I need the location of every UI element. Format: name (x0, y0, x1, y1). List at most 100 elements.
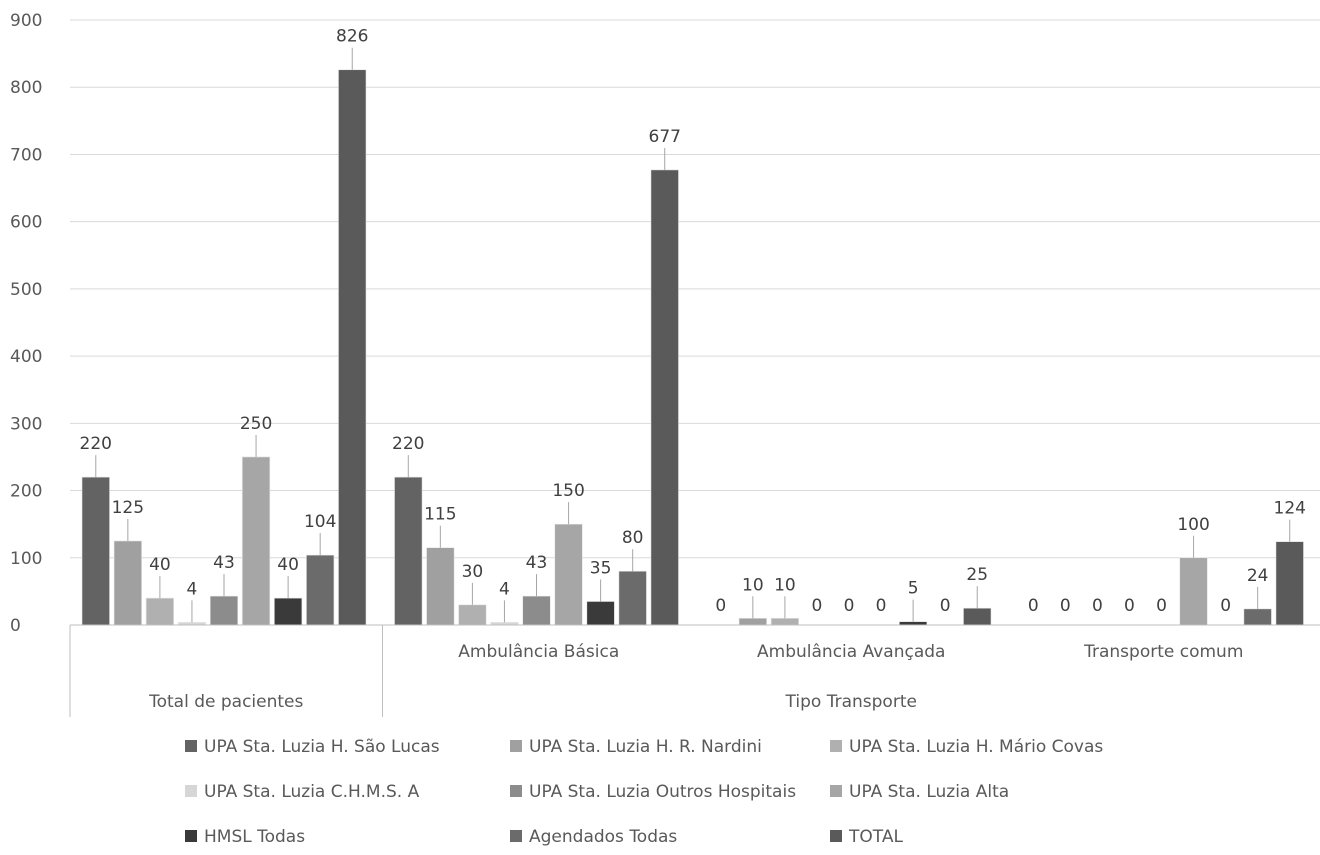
data-label: 25 (966, 565, 988, 585)
legend-label: UPA Sta. Luzia H. R. Nardini (529, 737, 762, 757)
bar (458, 604, 487, 626)
data-label: 10 (742, 575, 764, 595)
legend-swatch (510, 830, 522, 842)
legend-item: UPA Sta. Luzia C.H.M.S. A (185, 782, 420, 802)
data-label: 4 (187, 579, 198, 599)
legend-item: UPA Sta. Luzia Outros Hospitais (510, 782, 796, 802)
legend-swatch (830, 740, 842, 752)
data-label: 220 (80, 434, 112, 454)
y-tick-label: 200 (10, 482, 42, 502)
legend-label: UPA Sta. Luzia Outros Hospitais (529, 782, 796, 802)
y-tick-label: 100 (10, 549, 42, 569)
data-labels: 2201254044325040104826220115304431503580… (80, 27, 1306, 623)
legend-label: Agendados Todas (529, 827, 677, 847)
data-label: 220 (392, 434, 424, 454)
data-label: 0 (844, 596, 855, 616)
data-label: 115 (424, 505, 456, 525)
legend-swatch (830, 785, 842, 797)
x-tick-label: Ambulância Básica (458, 642, 619, 662)
legend-label: TOTAL (848, 827, 903, 847)
y-tick-label: 500 (10, 280, 42, 300)
bar (522, 595, 551, 626)
y-axis-tick-labels: 0 100 200 300 400 500 600 700 800 900 (10, 11, 42, 636)
data-label: 250 (240, 414, 272, 434)
bar (338, 69, 367, 626)
data-label: 100 (1177, 515, 1209, 535)
legend-swatch (185, 740, 197, 752)
data-label: 43 (213, 553, 235, 573)
x-group-label: Tipo Transporte (785, 692, 917, 712)
data-label: 30 (462, 562, 484, 582)
bar (770, 617, 799, 626)
legend-swatch (510, 785, 522, 797)
bar (963, 607, 992, 626)
data-label: 40 (149, 555, 171, 575)
data-label: 125 (112, 498, 144, 518)
bar (209, 595, 239, 626)
data-label: 5 (908, 579, 919, 599)
data-label: 10 (774, 575, 796, 595)
y-tick-label: 0 (10, 616, 21, 636)
data-label: 124 (1274, 499, 1306, 519)
gridlines (70, 19, 1320, 626)
data-label: 0 (1124, 596, 1135, 616)
x-axis: Total de pacientes Ambulância Básica Ambul… (69, 624, 1320, 717)
bar (554, 523, 583, 626)
bar (586, 601, 615, 626)
data-label: 0 (1156, 596, 1167, 616)
legend-label: UPA Sta. Luzia Alta (849, 782, 1009, 802)
data-label: 35 (590, 558, 612, 578)
data-label: 0 (1092, 596, 1103, 616)
legend-swatch (185, 785, 197, 797)
legend-label: UPA Sta. Luzia C.H.M.S. A (204, 782, 420, 802)
bar (241, 456, 271, 626)
bar (81, 476, 110, 626)
data-label: 43 (526, 553, 548, 573)
data-label: 0 (876, 596, 887, 616)
bar (274, 597, 303, 626)
bar (1275, 541, 1304, 626)
bar (618, 570, 647, 626)
x-group-label: Total de pacientes (148, 692, 303, 712)
legend-item: TOTAL (830, 827, 903, 847)
legend-label: HMSL Todas (204, 827, 305, 847)
bar (650, 169, 679, 626)
data-label: 0 (1220, 596, 1231, 616)
data-label: 826 (336, 27, 368, 47)
bars (81, 69, 1304, 626)
legend-label: UPA Sta. Luzia H. Mário Covas (849, 737, 1103, 757)
bar (738, 617, 767, 626)
legend-swatch (510, 740, 522, 752)
bar (145, 597, 174, 626)
data-label: 104 (304, 512, 336, 532)
legend-item: UPA Sta. Luzia Alta (830, 782, 1009, 802)
bar (426, 547, 455, 626)
data-label: 0 (715, 596, 726, 616)
bar (394, 476, 423, 626)
y-tick-label: 400 (10, 347, 42, 367)
legend: UPA Sta. Luzia H. São Lucas UPA Sta. Luzi… (185, 737, 1103, 847)
data-label: 0 (1060, 596, 1071, 616)
legend-item: UPA Sta. Luzia H. Mário Covas (830, 737, 1103, 757)
legend-label: UPA Sta. Luzia H. São Lucas (204, 737, 440, 757)
data-label: 0 (812, 596, 823, 616)
bar (113, 540, 142, 626)
y-tick-label: 300 (10, 414, 42, 434)
bar (1179, 557, 1208, 626)
legend-swatch (830, 830, 842, 842)
data-label: 4 (499, 579, 510, 599)
data-label: 24 (1247, 566, 1269, 586)
bar (306, 554, 335, 626)
legend-item: HMSL Todas (185, 827, 305, 847)
y-tick-label: 600 (10, 213, 42, 233)
y-tick-label: 900 (10, 11, 42, 31)
data-label: 80 (622, 528, 644, 548)
legend-item: UPA Sta. Luzia H. R. Nardini (510, 737, 762, 757)
bar (1243, 608, 1272, 626)
bar (899, 621, 928, 626)
x-tick-label: Transporte comum (1083, 642, 1243, 662)
data-label: 150 (552, 481, 584, 501)
y-tick-label: 800 (10, 78, 42, 98)
x-tick-label: Ambulância Avançada (757, 642, 945, 662)
